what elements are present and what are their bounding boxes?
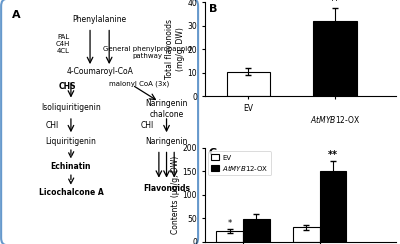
Text: Echinatin: Echinatin bbox=[51, 162, 91, 171]
Text: B: B bbox=[209, 4, 218, 14]
Text: CHI: CHI bbox=[45, 121, 58, 130]
Text: A: A bbox=[12, 10, 20, 20]
Bar bbox=[216, 231, 243, 242]
Text: malonyl CoA (3x): malonyl CoA (3x) bbox=[109, 81, 170, 87]
Bar bbox=[314, 21, 357, 96]
Text: Isoliquiritigenin: Isoliquiritigenin bbox=[41, 103, 101, 112]
Y-axis label: Total flavonoids
(mg/g, DW): Total flavonoids (mg/g, DW) bbox=[165, 19, 185, 79]
Bar bbox=[293, 227, 320, 242]
Text: CHS: CHS bbox=[58, 82, 76, 91]
FancyBboxPatch shape bbox=[1, 0, 198, 244]
Text: *: * bbox=[228, 219, 232, 228]
Text: Naringenin: Naringenin bbox=[145, 137, 188, 146]
Text: Flavonoids: Flavonoids bbox=[143, 184, 190, 193]
Bar bbox=[320, 171, 346, 242]
Text: Licochalcone A: Licochalcone A bbox=[38, 188, 103, 197]
Bar bbox=[226, 71, 270, 96]
Y-axis label: Contents (μg/g, DW): Contents (μg/g, DW) bbox=[171, 155, 180, 234]
Text: **: ** bbox=[330, 0, 340, 6]
Text: $\mathit{AtMYB12}$-OX: $\mathit{AtMYB12}$-OX bbox=[310, 114, 360, 125]
Text: Phenylalanine: Phenylalanine bbox=[72, 15, 127, 24]
Text: C: C bbox=[209, 148, 217, 158]
Text: PAL
C4H
4CL: PAL C4H 4CL bbox=[56, 34, 70, 54]
Text: General phenylpropanoid
pathway: General phenylpropanoid pathway bbox=[103, 46, 192, 59]
Bar bbox=[243, 219, 270, 242]
Text: **: ** bbox=[328, 150, 338, 160]
Legend: EV, $\mathit{AtMYB12}$-OX: EV, $\mathit{AtMYB12}$-OX bbox=[208, 151, 272, 175]
Text: Liquiritigenin: Liquiritigenin bbox=[46, 137, 96, 146]
Text: Naringenin
chalcone: Naringenin chalcone bbox=[145, 99, 188, 119]
Text: 4-Coumaroyl-CoA: 4-Coumaroyl-CoA bbox=[66, 67, 133, 76]
Text: CHI: CHI bbox=[141, 121, 154, 130]
